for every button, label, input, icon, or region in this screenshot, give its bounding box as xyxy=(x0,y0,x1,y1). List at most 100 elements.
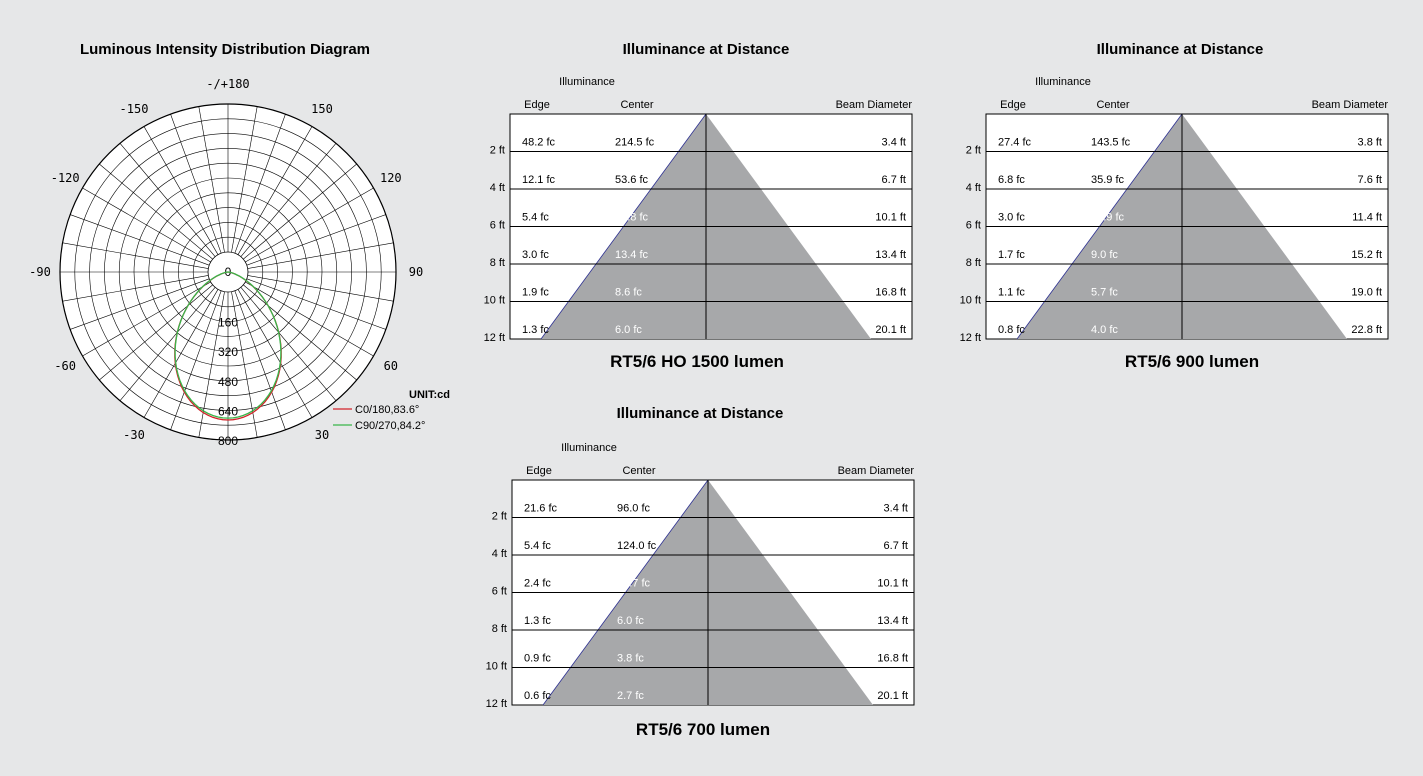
cell-center: 6.0 fc xyxy=(615,324,642,336)
cell-diameter: 3.4 ft xyxy=(884,503,908,515)
polar-series-curve-c90 xyxy=(174,271,282,419)
cell-edge: 0.9 fc xyxy=(524,653,551,665)
row-distance-label: 8 ft xyxy=(966,257,981,269)
row-distance-label: 10 ft xyxy=(484,295,505,307)
row-distance-label: 2 ft xyxy=(966,145,981,157)
cell-diameter: 19.0 ft xyxy=(1351,287,1382,299)
cell-edge: 5.4 fc xyxy=(524,540,551,552)
polar-angle-label: -/+180 xyxy=(206,77,249,91)
polar-spoke xyxy=(237,289,313,418)
header-group-label: Illuminance xyxy=(1035,76,1091,88)
cell-edge: 48.2 fc xyxy=(522,137,556,149)
polar-unit-label: UNIT:cd xyxy=(409,389,450,401)
illuminance-chart-1: Illuminance Edge Center Beam Diameter 2 ft 48… xyxy=(484,76,913,344)
cell-center: 13.4 fc xyxy=(615,249,649,261)
illum-subtitle-1: RT5/6 HO 1500 lumen xyxy=(610,352,784,371)
row-distance-label: 8 ft xyxy=(490,257,505,269)
cell-diameter: 3.8 ft xyxy=(1358,137,1382,149)
polar-spoke xyxy=(234,290,286,430)
cell-edge: 6.8 fc xyxy=(998,174,1025,186)
illum-subtitle-3: RT5/6 700 lumen xyxy=(635,720,771,739)
polar-spoke xyxy=(70,278,210,330)
cell-diameter: 15.2 ft xyxy=(1351,249,1382,261)
cell-diameter: 22.8 ft xyxy=(1351,324,1382,336)
polar-spoke xyxy=(198,106,225,253)
cell-edge: 1.7 fc xyxy=(998,249,1025,261)
illum-title-2: Illuminance at Distance xyxy=(1096,41,1264,58)
polar-angle-label: 150 xyxy=(311,102,333,116)
polar-spoke xyxy=(231,106,258,253)
polar-spoke xyxy=(246,214,386,266)
row-distance-label: 4 ft xyxy=(492,548,507,560)
polar-spoke xyxy=(243,163,357,260)
cell-center: 4.0 fc xyxy=(1091,324,1118,336)
polar-angle-label: -30 xyxy=(123,428,145,442)
cell-diameter: 20.1 ft xyxy=(877,690,908,702)
cell-edge: 3.0 fc xyxy=(522,249,549,261)
row-distance-label: 12 ft xyxy=(960,332,981,344)
polar-spoke xyxy=(82,281,211,357)
polar-angle-label: -150 xyxy=(120,102,149,116)
polar-spoke xyxy=(170,290,222,430)
row-distance-label: 2 ft xyxy=(490,145,505,157)
polar-spoke xyxy=(243,284,357,381)
polar-angle-label: 120 xyxy=(380,171,402,185)
row-distance-label: 10 ft xyxy=(486,661,507,673)
polar-radial-tick: 640 xyxy=(218,404,238,418)
cell-diameter: 13.4 ft xyxy=(877,615,908,627)
header-group-label: Illuminance xyxy=(561,442,617,454)
polar-title: Luminous Intensity Distribution Diagram xyxy=(79,41,371,58)
polar-angle-label: 90 xyxy=(409,265,423,279)
polar-spoke xyxy=(143,289,219,418)
polar-angle-label: 30 xyxy=(315,428,329,442)
cell-center: 143.5 fc xyxy=(1091,137,1131,149)
polar-spoke xyxy=(240,143,337,257)
legend-entry: C90/270,84.2° xyxy=(355,420,425,432)
polar-spoke xyxy=(170,114,222,254)
cell-center: 214.5 fc xyxy=(615,137,655,149)
polar-spoke xyxy=(62,275,209,302)
cell-center: 9.0 fc xyxy=(1091,249,1118,261)
polar-angle-label: -90 xyxy=(29,265,51,279)
illum-title-3: Illuminance at Distance xyxy=(616,405,784,422)
polar-spoke xyxy=(99,163,213,260)
cell-diameter: 20.1 ft xyxy=(875,324,906,336)
cell-center: 6.0 fc xyxy=(617,615,644,627)
row-distance-label: 4 ft xyxy=(490,182,505,194)
cell-edge: 5.4 fc xyxy=(522,212,549,224)
row-distance-label: 8 ft xyxy=(492,623,507,635)
cell-center: 3.8 fc xyxy=(617,653,644,665)
column-header-center: Center xyxy=(1096,99,1129,111)
cell-center: 15.9 fc xyxy=(1091,212,1125,224)
column-header-diameter: Beam Diameter xyxy=(1312,99,1389,111)
cell-edge: 0.6 fc xyxy=(524,690,551,702)
cell-diameter: 16.8 ft xyxy=(877,653,908,665)
illuminance-chart-2: Illuminance Edge Center Beam Diameter 2 ft 27… xyxy=(960,76,1389,344)
polar-spoke xyxy=(119,143,216,257)
polar-spoke xyxy=(82,187,211,263)
cell-diameter: 16.8 ft xyxy=(875,287,906,299)
polar-spoke xyxy=(245,281,374,357)
polar-spoke xyxy=(119,287,216,401)
column-header-center: Center xyxy=(622,465,655,477)
polar-angle-label: -120 xyxy=(51,171,80,185)
cell-edge: 1.3 fc xyxy=(524,615,551,627)
cell-center: 23.8 fc xyxy=(615,212,649,224)
polar-radial-tick: 800 xyxy=(218,434,238,448)
polar-spoke xyxy=(245,187,374,263)
polar-spoke xyxy=(246,278,386,330)
polar-angle-label: -60 xyxy=(54,359,76,373)
cell-center: 8.6 fc xyxy=(615,287,642,299)
cell-edge: 1.9 fc xyxy=(522,287,549,299)
polar-spoke xyxy=(237,126,313,255)
cell-edge: 21.6 fc xyxy=(524,503,558,515)
illum-title-1: Illuminance at Distance xyxy=(622,41,790,58)
cell-center: 5.7 fc xyxy=(1091,287,1118,299)
cell-diameter: 10.1 ft xyxy=(875,212,906,224)
polar-radial-tick: 160 xyxy=(218,316,238,330)
cell-diameter: 3.4 ft xyxy=(882,137,906,149)
row-distance-label: 2 ft xyxy=(492,511,507,523)
polar-spoke xyxy=(70,214,210,266)
row-distance-label: 12 ft xyxy=(486,698,507,710)
row-distance-label: 12 ft xyxy=(484,332,505,344)
